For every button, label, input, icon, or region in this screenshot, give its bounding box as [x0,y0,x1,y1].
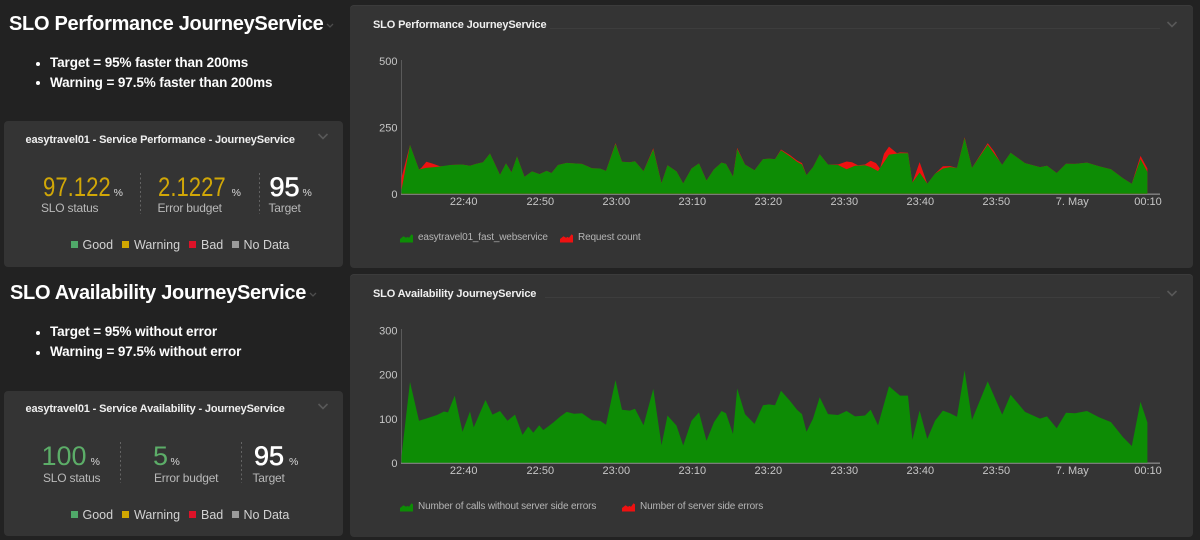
svg-text:300: 300 [379,325,397,337]
svg-text:0: 0 [391,458,397,470]
svg-text:100: 100 [379,414,397,426]
svg-text:250: 250 [379,123,397,135]
svg-text:0: 0 [391,189,397,201]
svg-text:200: 200 [379,370,397,382]
svg-text:500: 500 [379,56,397,68]
